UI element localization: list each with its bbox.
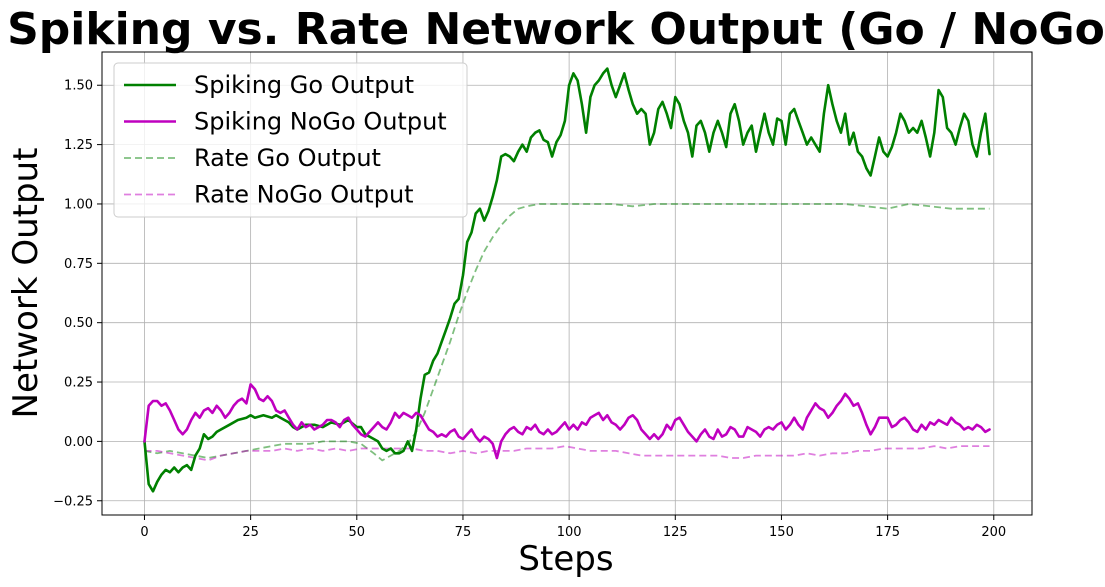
x-tick-label: 0 [140, 525, 148, 540]
y-tick-label: −0.25 [53, 494, 93, 509]
chart-title: Spiking vs. Rate Network Output (Go / No… [7, 4, 1105, 55]
grid [102, 52, 1032, 515]
x-tick-label: 75 [455, 525, 472, 540]
legend-label: Spiking Go Output [194, 71, 414, 99]
x-axis-label: Steps [518, 539, 613, 579]
x-tick-label: 150 [769, 525, 794, 540]
legend-entries: Spiking Go Output Spiking NoGo Output Rate… [124, 71, 447, 209]
x-tick-label: 100 [557, 525, 582, 540]
series-line-spiking-nogo-output [143, 383, 991, 460]
plot-frame [101, 51, 1033, 516]
legend: Spiking Go Output Spiking NoGo Output Rate… [113, 62, 468, 218]
y-tick-label: 0.25 [64, 376, 93, 391]
x-tick-label: 25 [242, 525, 259, 540]
y-tick-label: 0.50 [64, 316, 93, 331]
legend-frame [113, 62, 468, 218]
series-line-spiking-go-output [143, 67, 991, 493]
y-tick-label: 1.25 [64, 138, 93, 153]
y-axis-label: Network Output [6, 148, 46, 419]
y-tick-label: 0.75 [64, 257, 93, 272]
series-line-rate-go-output [144, 203, 990, 462]
y-axis-ticks: −0.25 0.00 0.25 0.50 0.75 1.00 1.25 1.50 [53, 79, 102, 509]
series-line-rate-nogo-output [144, 445, 990, 462]
legend-label: Spiking NoGo Output [194, 108, 447, 136]
legend-label: Rate Go Output [194, 144, 381, 172]
x-tick-label: 125 [663, 525, 688, 540]
x-tick-label: 50 [349, 525, 366, 540]
x-tick-label: 175 [875, 525, 900, 540]
x-axis-ticks: 0 25 50 75 100 125 150 175 200 [140, 515, 1006, 540]
series-lines [143, 67, 991, 493]
x-tick-label: 200 [981, 525, 1006, 540]
y-tick-label: 0.00 [64, 435, 93, 450]
y-tick-label: 1.50 [64, 79, 93, 94]
y-tick-label: 1.00 [64, 197, 93, 212]
legend-label: Rate NoGo Output [194, 181, 414, 209]
